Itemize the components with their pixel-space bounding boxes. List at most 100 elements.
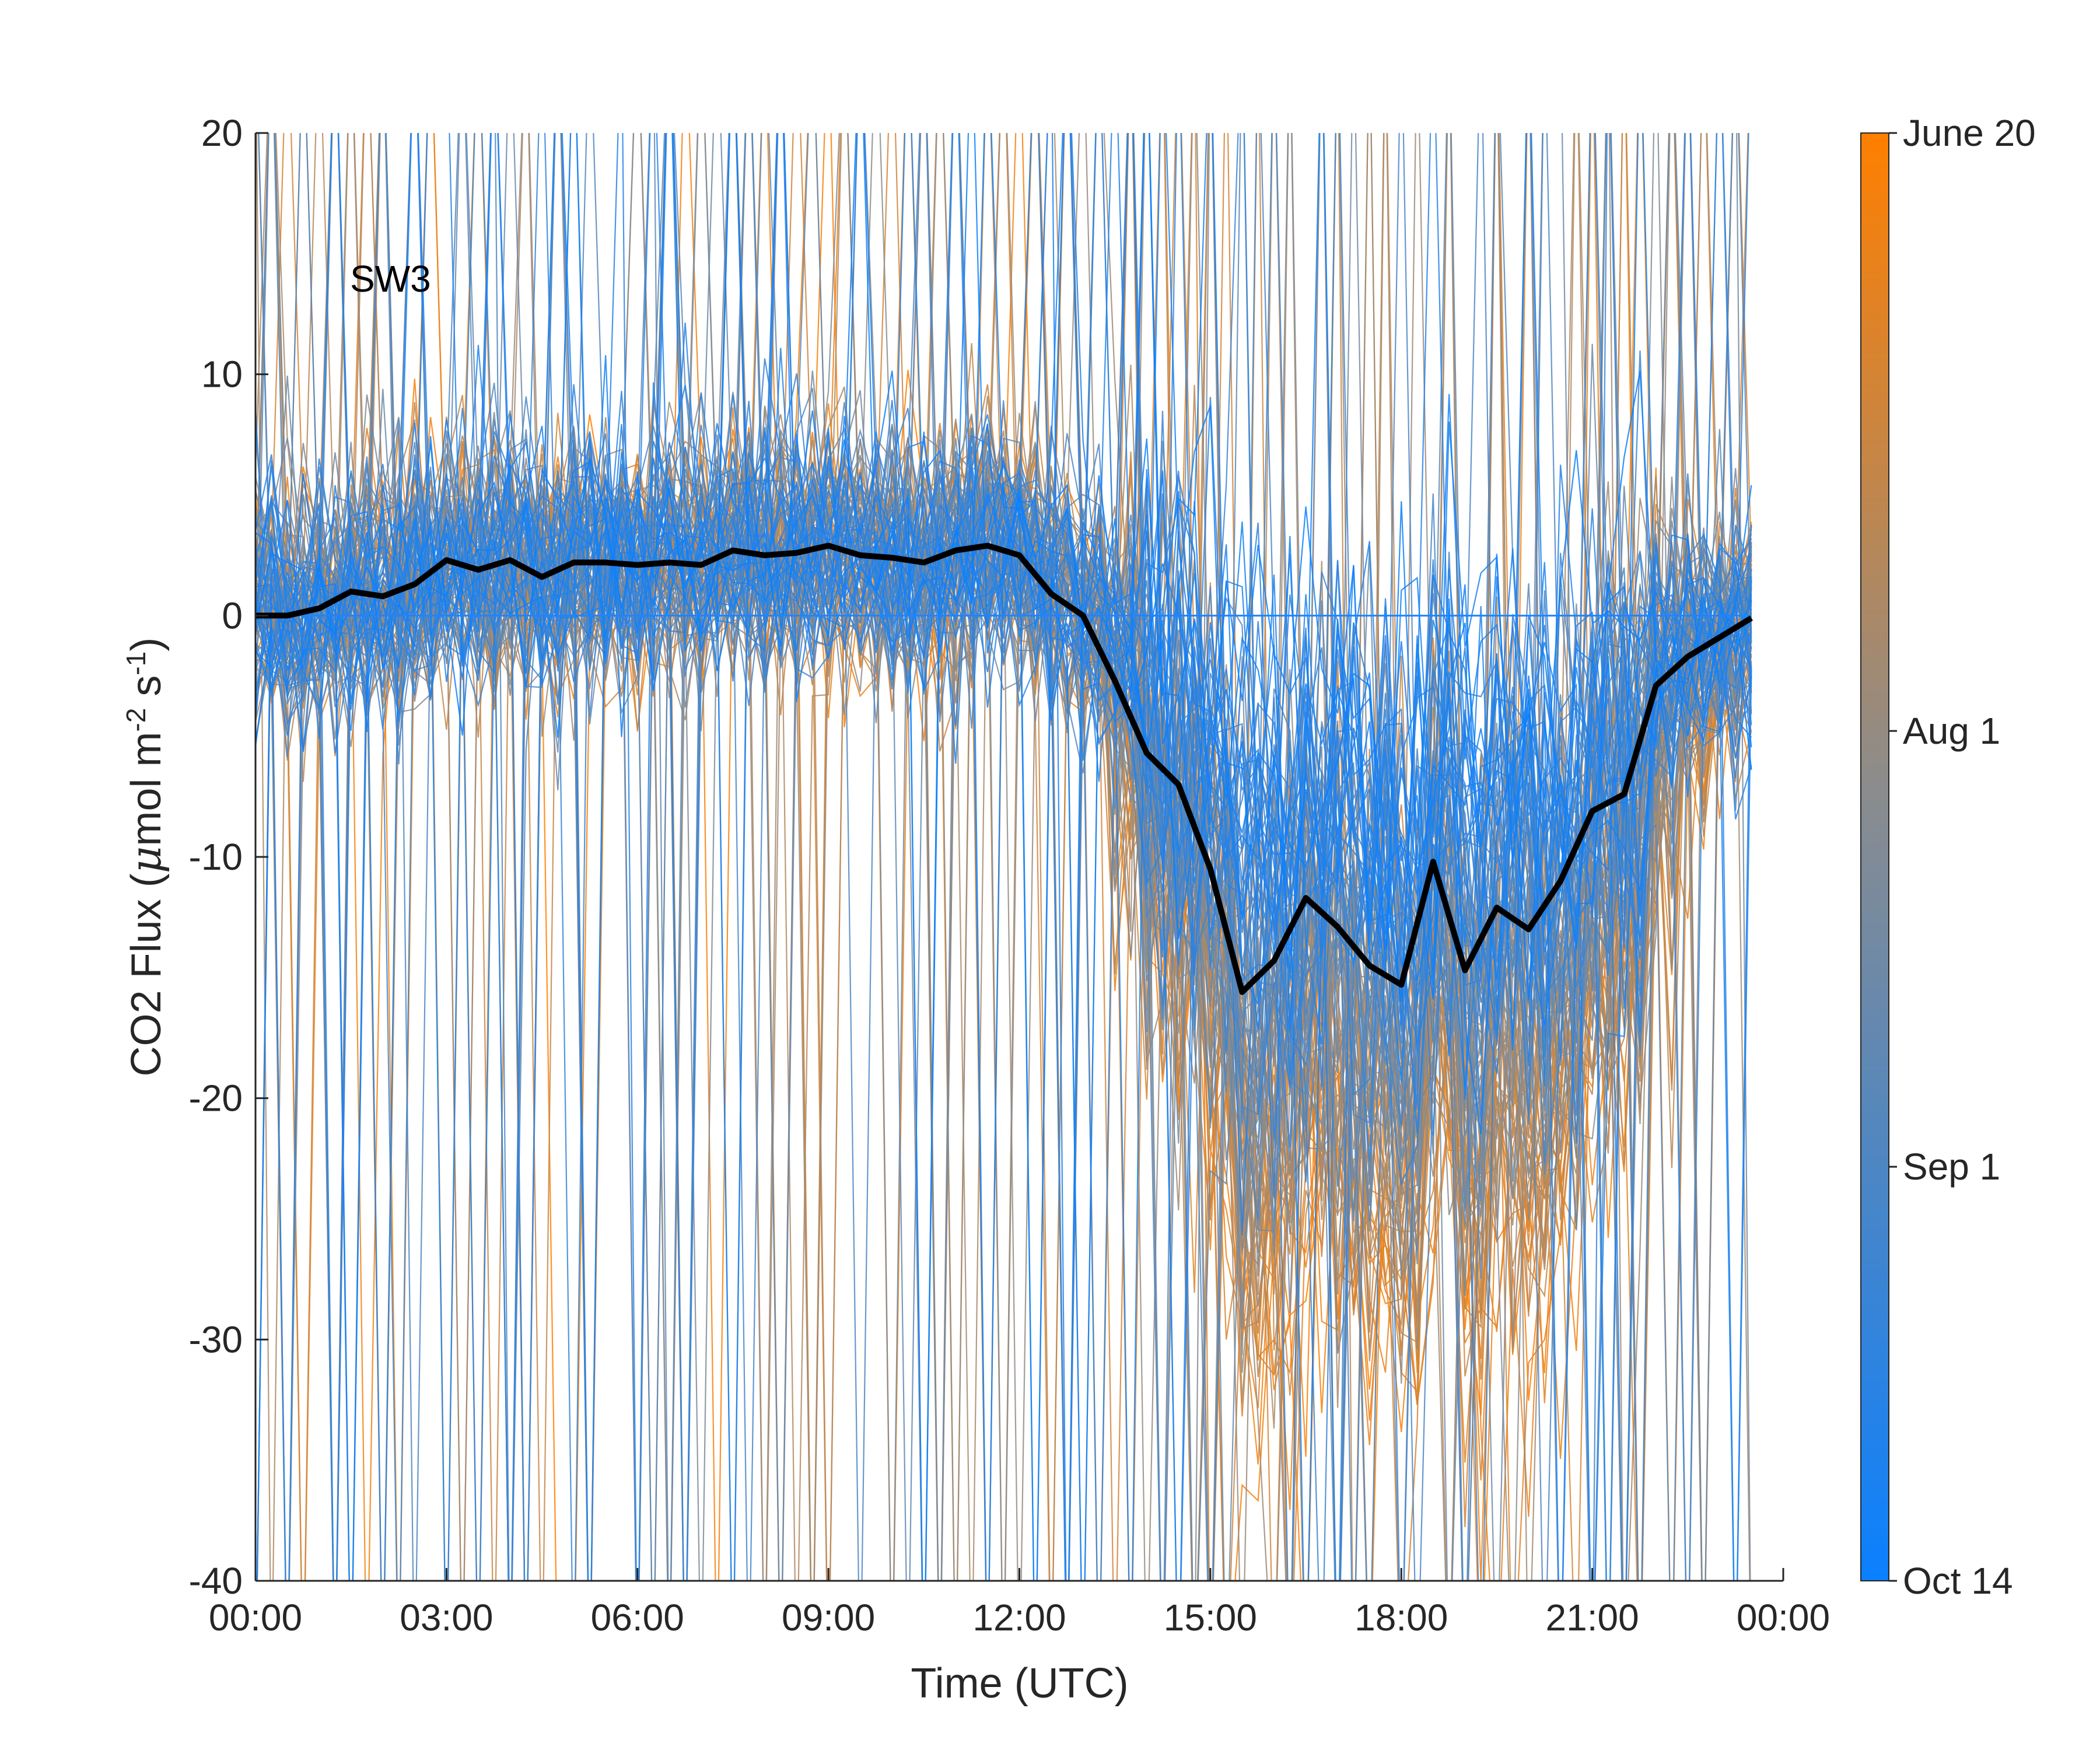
x-tick-label: 15:00 — [1164, 1597, 1257, 1639]
x-tick-label: 09:00 — [782, 1597, 875, 1639]
daily-flux-line — [256, 133, 1752, 1581]
daily-flux-line — [256, 133, 1752, 1581]
daily-flux-line — [256, 133, 1749, 1074]
daily-flux-line — [256, 133, 1752, 1581]
daily-flux-line — [256, 133, 1752, 1581]
daily-flux-line — [256, 133, 1752, 1581]
daily-flux-line — [256, 133, 1752, 1581]
daily-flux-line — [256, 133, 1752, 1581]
station-annotation: SW3 — [350, 258, 431, 300]
daily-flux-line — [256, 133, 1752, 939]
daily-flux-line — [256, 133, 1752, 1581]
daily-flux-line — [256, 133, 1752, 1581]
y-tick-label: 10 — [201, 354, 243, 396]
x-tick-label: 06:00 — [591, 1597, 684, 1639]
daily-flux-line — [256, 133, 1752, 1581]
daily-flux-line — [256, 133, 1752, 1581]
daily-flux-line — [256, 133, 1752, 1581]
x-tick-label: 12:00 — [972, 1597, 1066, 1639]
y-label-exp2: -1 — [121, 652, 151, 676]
y-axis-label: CO2 Flux (μmol m-2 s-1) — [121, 638, 170, 1077]
daily-flux-line — [256, 133, 1752, 1581]
daily-flux-line — [256, 133, 1752, 1581]
daily-flux-line — [256, 133, 1752, 1581]
daily-flux-lines — [256, 133, 1752, 1581]
y-label-close: ) — [123, 638, 170, 652]
daily-flux-line — [256, 133, 1752, 1581]
y-label-main: CO2 Flux ( — [123, 873, 170, 1076]
daily-flux-line — [256, 133, 1752, 1581]
daily-flux-line — [256, 133, 1752, 1581]
mean-flux-line — [256, 542, 1753, 995]
daily-flux-line — [256, 133, 1752, 1581]
daily-flux-line — [256, 133, 1752, 1581]
daily-flux-line — [256, 133, 1752, 1581]
daily-flux-line — [256, 133, 1752, 1581]
daily-flux-line — [256, 133, 1752, 1581]
daily-flux-line — [256, 133, 1752, 1581]
daily-flux-line — [256, 133, 1752, 1581]
daily-flux-line — [256, 133, 1752, 1581]
daily-flux-line — [256, 133, 1752, 1581]
daily-flux-line — [256, 133, 1752, 1581]
colorbar-ticks: June 20 Aug 1 Sep 1 Oct 14 — [1889, 112, 2036, 1602]
daily-flux-line — [256, 133, 1752, 1581]
daily-flux-line — [256, 133, 1752, 1581]
daily-flux-line — [256, 133, 1752, 1581]
y-tick-label: 0 — [222, 594, 243, 636]
plot-area — [256, 133, 1753, 1581]
daily-flux-line — [258, 133, 1752, 1581]
colorbar-label: Sep 1 — [1903, 1146, 2000, 1188]
axes: 20 10 0 -10 -20 -30 -40 00:00 03:00 06:00 09:00 12… — [189, 112, 1831, 1639]
daily-flux-line — [256, 133, 1752, 1581]
daily-flux-line — [256, 133, 1752, 1581]
y-tick-label: -20 — [189, 1077, 243, 1119]
daily-flux-line — [256, 133, 1752, 1581]
y-label-mu: μ — [121, 846, 170, 873]
daily-flux-line — [256, 133, 1752, 1581]
daily-flux-line — [256, 133, 1752, 1581]
daily-flux-line — [256, 133, 1752, 1581]
x-tick-label: 00:00 — [1737, 1597, 1830, 1639]
daily-flux-line — [256, 133, 1752, 1581]
daily-flux-line — [256, 133, 1752, 1581]
x-tick-label: 18:00 — [1354, 1597, 1448, 1639]
daily-flux-line — [256, 133, 1752, 1581]
daily-flux-line — [256, 133, 1751, 1581]
daily-flux-line — [256, 133, 1752, 1581]
daily-flux-line — [256, 133, 1752, 1581]
colorbar-label: Oct 14 — [1903, 1560, 2013, 1602]
daily-flux-line — [256, 133, 1752, 1581]
x-tick-label: 00:00 — [209, 1597, 302, 1639]
daily-flux-line — [256, 133, 1752, 1581]
y-tick-label: -30 — [189, 1318, 243, 1360]
daily-flux-line — [256, 133, 1752, 1581]
colorbar-label: Aug 1 — [1903, 710, 2000, 752]
daily-flux-line — [256, 133, 1751, 1581]
daily-flux-line — [256, 133, 1752, 1581]
daily-flux-line — [256, 133, 1752, 1581]
daily-flux-line — [256, 133, 1752, 1581]
daily-flux-line — [256, 133, 1752, 1581]
daily-flux-line — [256, 133, 1752, 1581]
daily-flux-line — [256, 133, 1752, 1581]
daily-flux-line — [256, 133, 1752, 1581]
y-tick-label: -40 — [189, 1560, 243, 1602]
daily-flux-line — [256, 133, 1752, 1581]
x-tick-label: 21:00 — [1546, 1597, 1639, 1639]
daily-flux-line — [256, 133, 1752, 1581]
y-ticks: 20 10 0 -10 -20 -30 -40 — [189, 112, 268, 1602]
daily-flux-line — [256, 133, 1752, 1581]
daily-flux-line — [256, 133, 1752, 1581]
daily-flux-line — [256, 133, 1752, 1581]
daily-flux-line — [256, 133, 1752, 1581]
y-tick-label: 20 — [201, 112, 243, 154]
daily-flux-line — [256, 133, 1752, 1581]
daily-flux-line — [256, 133, 1752, 1581]
x-tick-label: 03:00 — [400, 1597, 493, 1639]
y-label-unit: mol m — [123, 732, 170, 846]
colorbar-label: June 20 — [1903, 112, 2036, 154]
daily-flux-line — [256, 133, 1752, 1581]
daily-flux-line — [256, 133, 1752, 1581]
